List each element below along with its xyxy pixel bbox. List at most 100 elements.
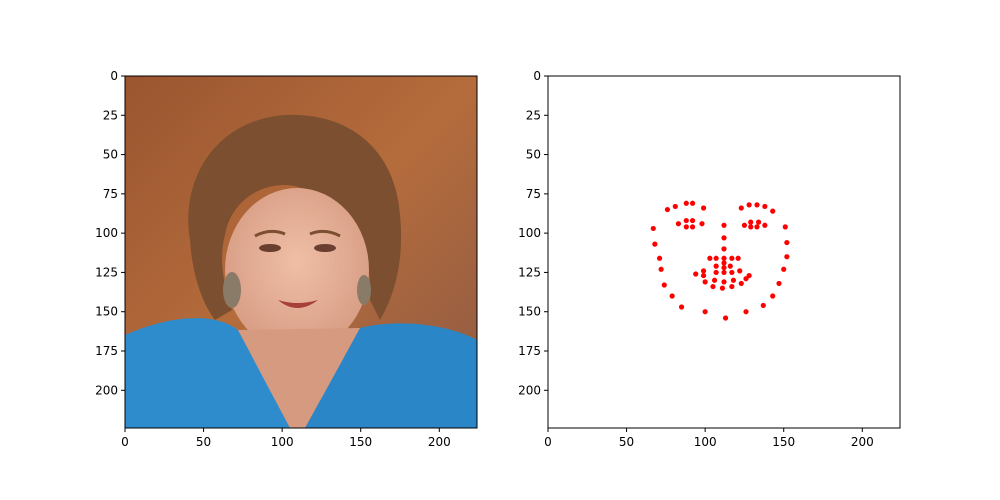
left-y-tick-label: 125 — [95, 265, 118, 279]
landmark-point — [754, 202, 760, 208]
left-y-tick-label: 175 — [95, 344, 118, 358]
landmark-point — [781, 266, 787, 272]
landmark-point — [656, 255, 663, 261]
landmark-point — [722, 315, 729, 321]
left-x-tick-label: 50 — [196, 435, 211, 449]
landmark-point — [689, 200, 696, 206]
landmark-point — [713, 255, 719, 261]
landmark-point — [782, 224, 788, 230]
landmark-point — [738, 205, 744, 211]
landmark-point — [743, 309, 749, 315]
right-y-tick-label: 200 — [518, 383, 541, 397]
landmark-point — [721, 246, 727, 252]
landmark-point — [741, 222, 748, 228]
photo-brow-left — [254, 229, 286, 238]
landmark-point — [730, 277, 737, 283]
landmark-point — [693, 271, 699, 277]
landmark-point — [784, 239, 790, 246]
landmark-point — [658, 266, 664, 272]
landmark-point — [700, 272, 707, 279]
landmark-point — [738, 280, 744, 287]
left-y-tick-label: 150 — [95, 305, 118, 319]
right-y-ticks: 0 25 50 75 100 125 150 175 200 — [518, 69, 548, 397]
landmark-point — [760, 302, 766, 309]
right-y-tick-label: 175 — [518, 344, 541, 358]
landmark-point — [683, 200, 689, 206]
landmark-point — [784, 254, 790, 260]
landmark-point — [699, 221, 705, 227]
landmark-point — [762, 203, 768, 210]
right-y-tick-label: 25 — [526, 108, 541, 122]
landmark-point — [707, 255, 713, 261]
landmark-point — [669, 293, 675, 299]
photo-shirt — [125, 318, 290, 428]
landmark-scatter-panel: 0 50 100 150 200 0 25 50 75 100 125 150 175 200 — [518, 69, 901, 449]
left-x-tick-label: 150 — [349, 435, 372, 449]
right-x-tick-label: 150 — [772, 435, 795, 449]
left-x-tick-label: 200 — [428, 435, 451, 449]
right-x-tick-label: 0 — [544, 435, 552, 449]
landmark-point — [713, 269, 719, 276]
right-y-tick-label: 100 — [518, 226, 541, 240]
left-x-tick-label: 0 — [121, 435, 129, 449]
left-y-tick-label: 0 — [110, 69, 118, 83]
landmark-point — [652, 241, 658, 247]
right-x-tick-label: 200 — [851, 435, 874, 449]
right-y-tick-label: 0 — [533, 69, 541, 83]
photo-brow-right — [309, 229, 341, 238]
photo-eye-right — [314, 244, 336, 252]
left-axes-frame — [124, 75, 478, 429]
landmark-point — [678, 304, 685, 310]
photo-face — [225, 188, 369, 352]
right-x-ticks: 0 50 100 150 200 — [544, 428, 874, 449]
right-axes-background — [548, 76, 900, 428]
landmark-point — [746, 272, 752, 279]
landmark-point — [661, 282, 667, 288]
landmark-point — [776, 280, 782, 287]
landmark-point — [754, 224, 760, 230]
right-axes-frame — [547, 75, 901, 429]
face-image-panel: 0 50 100 150 200 0 25 50 75 100 125 150 175 200 — [95, 69, 478, 449]
landmark-point — [710, 283, 716, 290]
right-y-tick-label: 75 — [526, 187, 541, 201]
right-y-tick-label: 150 — [518, 305, 541, 319]
landmark-points — [650, 200, 790, 321]
left-y-tick-label: 200 — [95, 383, 118, 397]
landmark-point — [729, 283, 735, 290]
landmark-point — [746, 202, 752, 208]
landmark-point — [735, 255, 741, 261]
landmark-point — [675, 221, 682, 227]
landmark-point — [721, 279, 727, 285]
landmark-point — [737, 268, 743, 274]
landmark-point — [721, 222, 727, 228]
photo-chest — [238, 328, 360, 428]
landmark-point — [672, 203, 678, 210]
photo-hair — [188, 114, 402, 320]
left-x-tick-label: 100 — [271, 435, 294, 449]
landmark-point — [711, 277, 718, 283]
landmark-point — [713, 263, 719, 269]
landmark-point — [664, 206, 671, 213]
landmark-point — [700, 205, 707, 211]
landmark-point — [702, 309, 708, 315]
landmark-point — [650, 225, 656, 232]
left-x-ticks: 0 50 100 150 200 — [121, 428, 451, 449]
photo-mouth — [278, 300, 318, 308]
landmark-point — [770, 208, 776, 214]
landmark-point — [748, 219, 754, 225]
right-x-tick-label: 50 — [619, 435, 634, 449]
landmark-point — [721, 265, 727, 271]
right-y-tick-label: 125 — [518, 265, 541, 279]
left-y-tick-label: 100 — [95, 226, 118, 240]
landmark-point — [683, 217, 689, 224]
left-y-tick-label: 25 — [103, 108, 118, 122]
photo-eye-left — [259, 244, 281, 252]
landmark-point — [727, 263, 733, 269]
right-x-tick-label: 100 — [694, 435, 717, 449]
right-y-tick-label: 50 — [526, 148, 541, 162]
landmark-point — [762, 222, 768, 228]
landmark-point — [689, 217, 696, 224]
landmark-point — [721, 269, 727, 276]
landmark-point — [770, 293, 776, 299]
